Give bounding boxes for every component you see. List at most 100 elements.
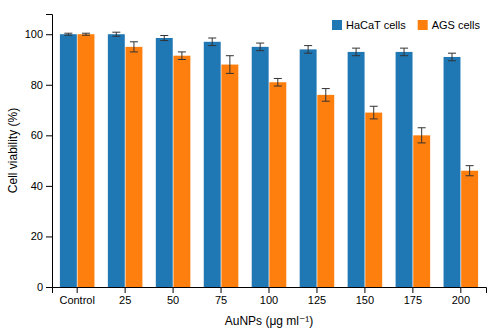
x-tick-mark <box>412 287 413 293</box>
error-bar-line <box>352 48 360 56</box>
x-tick-mark <box>316 287 317 293</box>
x-tick: 200 <box>452 287 470 306</box>
x-tick-label: Control <box>59 294 94 306</box>
error-bar <box>256 43 264 51</box>
x-tick-label: 100 <box>260 294 278 306</box>
y-tick: 60 <box>31 129 52 141</box>
bar <box>413 135 430 287</box>
legend-swatch <box>332 20 342 30</box>
bar <box>396 52 413 287</box>
y-tick-mark <box>46 236 52 237</box>
y-tick: 20 <box>31 230 52 242</box>
error-bar-line <box>160 35 168 40</box>
error-bar <box>82 33 90 35</box>
error-bar-line <box>448 53 456 61</box>
y-tick: 40 <box>31 180 52 192</box>
x-tick: 150 <box>356 287 374 306</box>
bar <box>348 52 365 287</box>
x-tick-label: 150 <box>356 294 374 306</box>
error-bar <box>160 35 168 40</box>
bar <box>300 49 317 287</box>
x-tick-mark <box>269 287 270 293</box>
bar <box>221 65 238 287</box>
bar <box>269 82 286 287</box>
x-tick-label: 75 <box>215 294 227 306</box>
x-tick-mark <box>460 287 461 293</box>
marks <box>60 32 478 287</box>
error-bar-line <box>82 33 90 35</box>
x-tick: 50 <box>167 287 179 306</box>
error-bar <box>64 33 72 35</box>
y-tick-label: 100 <box>25 28 43 40</box>
legend-label: AGS cells <box>432 19 481 31</box>
x-tick: 75 <box>215 287 227 306</box>
y-tick-label: 20 <box>31 230 43 242</box>
x-tick: Control <box>59 287 94 306</box>
y-tick-label: 0 <box>37 281 43 293</box>
error-bar <box>304 46 312 54</box>
x-tick-label: 175 <box>404 294 422 306</box>
x-tick-mark <box>77 287 78 293</box>
y-tick-mark <box>46 135 52 136</box>
error-bar-line <box>112 32 120 36</box>
bar <box>204 42 221 287</box>
y-axis-line <box>46 15 53 288</box>
y-axis-title: Cell viability (%) <box>6 108 20 193</box>
x-tick-mark <box>221 287 222 293</box>
error-bar <box>274 78 282 86</box>
error-bar-line <box>226 56 234 74</box>
bar <box>78 34 95 287</box>
x-tick-label: 200 <box>452 294 470 306</box>
error-bar-line <box>400 48 408 56</box>
bar <box>317 95 334 287</box>
y-tick-mark <box>46 34 52 35</box>
error-bar <box>352 48 360 56</box>
error-bar-line <box>370 106 378 119</box>
error-bar <box>130 42 138 52</box>
y-tick: 0 <box>37 281 52 293</box>
series <box>78 33 479 287</box>
bar <box>461 171 478 287</box>
y-tick: 100 <box>25 28 52 40</box>
y-tick-label: 60 <box>31 129 43 141</box>
bar <box>156 38 173 287</box>
legend-item: AGS cells <box>418 19 481 31</box>
x-tick-label: 50 <box>167 294 179 306</box>
error-bar-line <box>208 38 216 46</box>
legend-item: HaCaT cells <box>332 19 406 31</box>
bar <box>108 34 125 287</box>
x-tick: 175 <box>404 287 422 306</box>
error-bar-line <box>178 52 186 60</box>
error-bar-line <box>322 89 330 102</box>
x-axis-line <box>53 288 487 294</box>
y-tick: 80 <box>31 79 52 91</box>
legend: HaCaT cells AGS cells <box>332 19 481 31</box>
error-bar-line <box>274 78 282 86</box>
error-bar <box>466 166 474 176</box>
bar <box>252 47 269 287</box>
legend-swatch <box>418 20 428 30</box>
error-bar-line <box>304 46 312 54</box>
x-tick: 125 <box>308 287 326 306</box>
error-bar-line <box>466 166 474 176</box>
x-tick-mark <box>125 287 126 293</box>
error-bar <box>178 52 186 60</box>
y-tick-mark <box>46 287 52 288</box>
x-axis-title: AuNPs (μg ml⁻¹) <box>225 314 314 328</box>
plot: Control 25 50 75 100 125 150 175 200 0 20 40 60 80 100… <box>25 15 487 306</box>
y-tick-label: 40 <box>31 180 43 192</box>
error-bar-line <box>256 43 264 51</box>
x-tick-label: 25 <box>119 294 131 306</box>
y-axis: 0 20 40 60 80 100 <box>25 15 53 294</box>
error-bar-line <box>130 42 138 52</box>
error-bar-line <box>64 33 72 35</box>
y-tick-label: 80 <box>31 79 43 91</box>
x-axis: Control 25 50 75 100 125 150 175 200 <box>53 287 487 306</box>
y-tick-mark <box>46 186 52 187</box>
bar <box>365 113 382 287</box>
error-bar <box>418 128 426 143</box>
bar <box>173 56 190 287</box>
x-tick: 100 <box>260 287 278 306</box>
x-tick: 25 <box>119 287 131 306</box>
error-bar <box>322 89 330 102</box>
